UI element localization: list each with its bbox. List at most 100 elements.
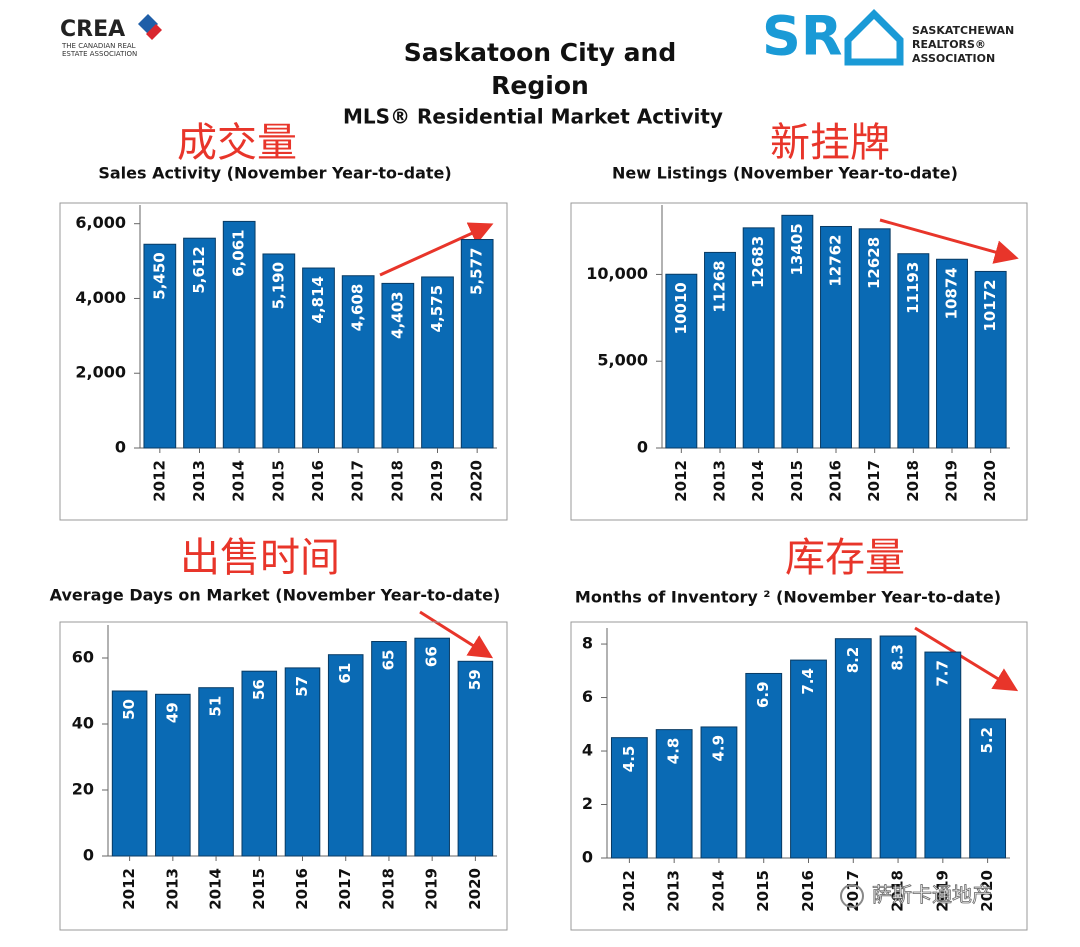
sra-name: REALTORS® [912, 38, 986, 51]
chart-title: Average Days on Market (November Year-to… [50, 586, 501, 605]
y-tick-label: 6,000 [75, 213, 126, 232]
y-tick-label: 0 [83, 846, 94, 865]
y-tick-label: 0 [582, 848, 593, 867]
value-label: 12683 [749, 236, 767, 288]
chart-frame [59, 621, 508, 931]
value-label: 12762 [827, 234, 845, 286]
value-label: 50 [120, 699, 138, 720]
bar [262, 253, 296, 449]
bar [460, 239, 494, 449]
y-tick-label: 0 [115, 438, 126, 457]
x-tick-label: 2015 [754, 870, 772, 912]
bar [974, 270, 1007, 449]
value-label: 7.7 [933, 660, 951, 687]
watermark: 萨斯卡通地产 [872, 883, 992, 907]
y-tick-label: 4,000 [75, 288, 126, 307]
x-tick-label: 2013 [190, 460, 208, 502]
y-tick-label: 2,000 [75, 363, 126, 382]
y-tick-label: 5,000 [597, 351, 648, 370]
bar [111, 690, 148, 857]
value-label: 5,577 [468, 248, 486, 295]
value-label: 4,608 [349, 284, 367, 331]
bar [302, 267, 335, 449]
x-tick-label: 2018 [379, 868, 397, 910]
x-tick-label: 2016 [309, 460, 327, 502]
bar [371, 641, 407, 857]
value-label: 4,814 [309, 276, 327, 323]
x-tick-label: 2012 [620, 870, 638, 912]
value-label: 8.3 [889, 644, 907, 671]
x-tick-label: 2014 [230, 460, 248, 502]
value-label: 10172 [981, 279, 999, 331]
x-tick-label: 2020 [981, 460, 999, 502]
y-tick-label: 40 [72, 714, 94, 733]
chart-frame [570, 621, 1028, 931]
sra-name: SASKATCHEWAN [912, 24, 1014, 37]
x-tick-label: 2016 [293, 868, 311, 910]
x-tick-label: 2012 [672, 460, 690, 502]
bar [457, 660, 494, 857]
x-tick-label: 2020 [978, 870, 996, 912]
x-tick-label: 2013 [163, 868, 181, 910]
x-tick-label: 2020 [468, 460, 486, 502]
bar [665, 273, 698, 449]
trend-arrow [419, 610, 494, 659]
bar [969, 718, 1007, 859]
value-label: 11268 [711, 260, 729, 312]
bar [421, 276, 454, 449]
x-tick-label: 2013 [665, 870, 683, 912]
x-tick-label: 2017 [349, 460, 367, 502]
value-label: 4.5 [620, 746, 638, 773]
x-tick-label: 2016 [827, 460, 845, 502]
crea-mark [146, 24, 162, 40]
value-label: 6,061 [230, 229, 248, 276]
value-label: 7.4 [799, 668, 817, 695]
y-tick-label: 20 [72, 780, 94, 799]
x-tick-label: 2019 [933, 870, 951, 912]
bar [143, 243, 177, 449]
value-label: 51 [207, 696, 225, 717]
bar [745, 672, 783, 859]
chart-title: Months of Inventory ² (November Year-to-… [575, 588, 1001, 607]
x-tick-label: 2018 [889, 870, 907, 912]
value-label: 13405 [788, 223, 806, 275]
value-label: 12628 [865, 237, 883, 289]
value-label: 5,450 [150, 252, 168, 299]
value-label: 4.8 [665, 738, 683, 765]
bar [742, 227, 775, 449]
x-tick-label: 2014 [749, 460, 767, 502]
value-label: 4,575 [428, 285, 446, 332]
x-tick-label: 2019 [943, 460, 961, 502]
sra-name: ASSOCIATION [912, 52, 995, 65]
bar [241, 670, 278, 857]
bar [610, 737, 648, 859]
bar [879, 635, 917, 859]
trend-arrow [879, 218, 1019, 264]
x-tick-label: 2012 [150, 460, 168, 502]
annotation: 新挂牌 [770, 120, 890, 166]
bar [924, 651, 962, 859]
bar [414, 637, 450, 857]
x-tick-label: 2019 [423, 868, 441, 910]
x-tick-label: 2018 [388, 460, 406, 502]
value-label: 8.2 [844, 647, 862, 674]
chart-title: New Listings (November Year-to-date) [612, 164, 958, 183]
sra-logo: SR [762, 5, 842, 68]
bar [790, 659, 827, 859]
y-tick-label: 6 [582, 687, 593, 706]
value-label: 5,190 [269, 262, 287, 309]
value-label: 5.2 [978, 727, 996, 754]
charts: Sales Activity (November Year-to-date)成交… [50, 120, 1028, 931]
bar [327, 654, 364, 857]
value-label: 10010 [672, 282, 690, 334]
bar [183, 237, 216, 449]
annotation: 成交量 [177, 120, 297, 166]
y-tick-label: 0 [637, 438, 648, 457]
value-label: 4,403 [388, 291, 406, 338]
x-tick-label: 2020 [466, 868, 484, 910]
bar [198, 687, 234, 857]
bar [341, 275, 375, 449]
value-label: 49 [163, 702, 181, 723]
x-tick-label: 2012 [120, 868, 138, 910]
trend-arrow [914, 626, 1019, 692]
